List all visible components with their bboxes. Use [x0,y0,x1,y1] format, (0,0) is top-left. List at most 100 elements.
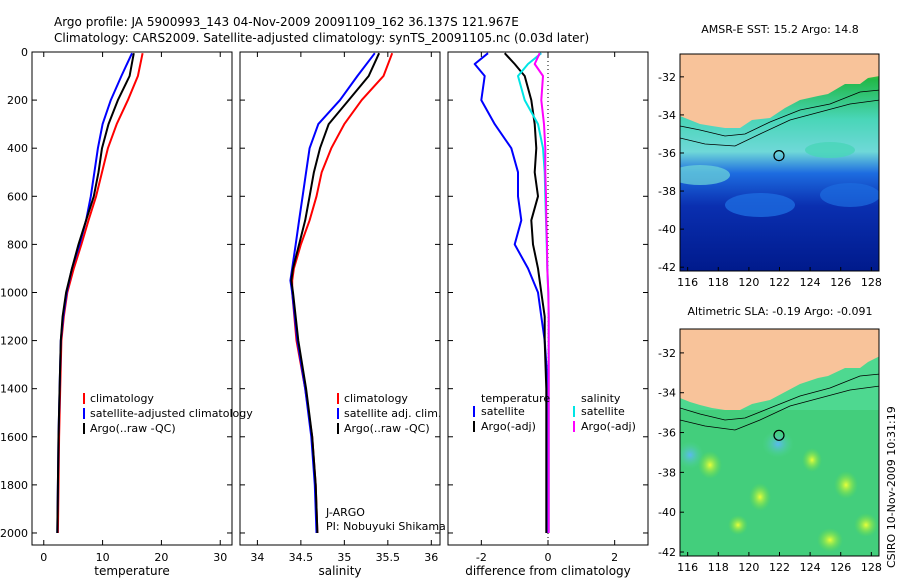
map-x-tick-label: 120 [738,561,759,574]
x-tick-label: 36 [424,551,438,564]
depth-contour [680,99,879,147]
map-y-tick-label: -34 [658,109,676,122]
difference-ticks: -2 0 2 [448,51,648,564]
map-x-tick-label: 126 [830,561,851,574]
map-x-tick-label: 118 [708,276,729,289]
sst-patch [680,165,730,185]
sst-map-title: AMSR-E SST: 15.2 Argo: 14.8 [701,23,859,36]
y-tick-label: 2000 [0,527,28,540]
difference-xlabel: difference from climatology [465,564,631,578]
x-tick-label: 34 [250,551,264,564]
sst-map-field [680,54,879,271]
sla-low-anomaly [762,430,794,458]
sla-high-anomaly [698,451,722,479]
map-x-tick-label: 128 [861,276,882,289]
salinity-legend: climatology satellite adj. clim. Argo(..… [337,392,441,435]
difference-lines [473,52,550,533]
legend-label-temp-satellite: satellite [481,405,525,418]
legend-heading-salinity: salinity [581,392,621,405]
map-y-tick-label: -38 [658,185,676,198]
map-x-tick-label: 120 [738,276,759,289]
series-line-climatology [291,52,394,534]
sla-map-field [680,329,879,556]
annotation-program: J-ARGO [325,506,365,519]
sst-map-ticks: 116 118 120 122 124 126 128 -32 -34 -36 -38 -40 -42 [658,71,882,289]
series-line-satellite-adj-clim [289,52,376,534]
temperature-legend: climatology satellite-adjusted climatolo… [83,392,253,435]
temperature-ticks: 0 10 20 30 0 200 400 600 800 1000 1200 1400 1600 1800… [0,46,232,564]
sla-high-anomaly [749,483,771,511]
x-tick-label: 30 [213,551,227,564]
header-line-1: Argo profile: JA 5900993_143 04-Nov-2009… [54,15,519,29]
y-tick-label: 0 [21,46,28,59]
depth-contour [680,373,879,421]
map-x-tick-label: 116 [677,276,698,289]
legend-label-temp-argo: Argo(-adj) [481,420,536,433]
map-y-tick-label: -34 [658,387,676,400]
map-y-tick-label: -40 [658,223,676,236]
legend-label-argo: Argo(..raw -QC) [344,422,430,435]
sla-low-anomaly [680,441,704,469]
annotation-pi: PI: Nobuyuki Shikama [326,520,446,533]
australia-land [680,54,879,128]
x-tick-label: 10 [96,551,110,564]
salinity-lines [289,52,394,534]
sla-high-anomaly [728,515,748,535]
australia-land [680,329,879,410]
depth-contour [680,385,879,431]
series-line-temperature-satellite [473,52,549,533]
map-y-tick-label: -32 [658,71,676,84]
series-line-salinity-argo-adj [533,52,550,533]
temperature-axes-frame [31,51,233,546]
y-tick-label: 400 [7,142,28,155]
legend-label-climatology: climatology [90,392,154,405]
sla-high-anomaly [817,528,843,552]
x-tick-label: 20 [154,551,168,564]
salinity-panel: 34 34.5 35 35.5 36 salinity climatology sate… [239,51,446,578]
x-tick-label: 0 [545,551,552,564]
salinity-axes-frame [239,51,441,546]
y-tick-label: 200 [7,94,28,107]
x-tick-label: 0 [40,551,47,564]
series-line-argo-raw-qc [290,52,381,534]
legend-label-satellite: satellite adj. clim. [344,407,441,420]
sla-high-anomaly [834,471,858,499]
map-x-tick-label: 126 [830,276,851,289]
sla-map-title: Altimetric SLA: -0.19 Argo: -0.091 [688,305,873,318]
sla-map-ticks: 116 118 120 122 124 126 128 -32 -34 -36 -38 -40 -42 [658,347,882,574]
x-tick-label: 2 [611,551,618,564]
map-x-tick-label: 128 [861,561,882,574]
y-tick-label: 1600 [0,431,28,444]
sla-high-anomaly [802,448,822,472]
y-tick-label: 1200 [0,335,28,348]
y-tick-label: 800 [7,238,28,251]
legend-label-climatology: climatology [344,392,408,405]
temperature-xlabel: temperature [94,564,169,578]
side-timestamp: CSIRO 10-Nov-2009 10:31:19 [885,406,898,568]
sst-patch [820,183,879,207]
header-line-2: Climatology: CARS2009. Satellite-adjuste… [54,31,589,45]
map-x-tick-label: 124 [800,561,821,574]
series-line-argo-raw-qc [56,53,135,534]
y-tick-label: 1000 [0,286,28,299]
argo-float-marker [773,429,785,441]
map-x-tick-label: 124 [800,276,821,289]
map-y-tick-label: -32 [658,347,676,360]
temperature-panel: 0 10 20 30 0 200 400 600 800 1000 1200 1400 1600 1800… [0,46,253,578]
map-x-tick-label: 122 [769,561,790,574]
sst-map: AMSR-E SST: 15.2 Argo: 14.8 116 118 120 122… [658,23,882,289]
sla-map: Altimetric SLA: -0.19 Argo: -0.091 116 11… [658,305,882,574]
series-line-climatology [56,52,144,534]
legend-heading-temperature: temperature [481,392,550,405]
temperature-lines [56,52,144,534]
map-y-tick-label: -36 [658,147,676,160]
sla-high-anomaly [854,513,878,537]
map-y-tick-label: -42 [658,261,676,274]
map-x-tick-label: 118 [708,561,729,574]
legend-label-argo: Argo(..raw -QC) [90,422,176,435]
y-tick-label: 600 [7,190,28,203]
sst-patch [725,193,795,217]
legend-label-sal-satellite: satellite [581,405,625,418]
depth-contour [680,89,879,137]
